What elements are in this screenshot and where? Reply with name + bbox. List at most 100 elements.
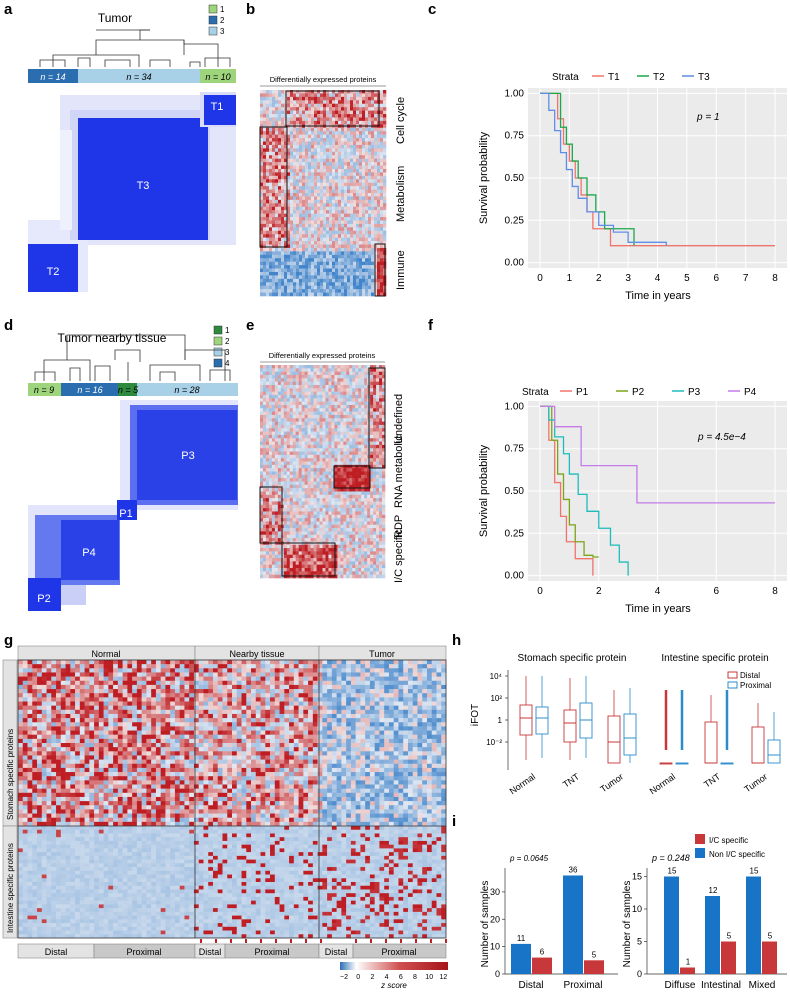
heatmap-cell [343, 378, 347, 382]
heatmap-cell [374, 134, 378, 139]
heatmap-cell [272, 206, 276, 211]
heatmap-cell [326, 196, 330, 201]
heatmap-cell [319, 378, 323, 382]
heatmap-cell [383, 179, 387, 183]
dendrogram-branch [114, 349, 141, 362]
heatmap-cell [377, 127, 381, 132]
heatmap-cell [337, 498, 341, 502]
heatmap-cell [263, 155, 267, 159]
heatmap-cell [322, 474, 326, 479]
heatmap-cell [283, 494, 288, 499]
heatmap-cell [310, 471, 314, 476]
heatmap-cell [326, 134, 330, 139]
heatmap-cell [346, 365, 350, 369]
heatmap-cell [287, 117, 291, 122]
heatmap-cell [305, 258, 309, 262]
heatmap-cell [277, 508, 282, 512]
heatmap-cell [266, 265, 270, 269]
heatmap-cell [311, 107, 315, 111]
heatmap-cell [286, 438, 291, 442]
heatmap-cell [332, 103, 336, 108]
heatmap-cell [335, 158, 339, 163]
heatmap-cell [307, 394, 311, 399]
heatmap-cell [290, 90, 294, 94]
heatmap-cell [377, 138, 381, 142]
heatmap-cell [296, 206, 300, 211]
heatmap-cell [371, 237, 375, 242]
heatmap-cell [272, 265, 276, 269]
heatmap-cell [346, 528, 350, 532]
heatmap-cell [371, 168, 375, 173]
heatmap-cell [296, 141, 300, 146]
heatmap-cell [350, 165, 354, 170]
heatmap-cell [302, 268, 306, 273]
heatmap-cell [341, 210, 345, 214]
heatmap-cell [332, 162, 336, 166]
heatmap-cell [317, 127, 321, 132]
heatmap-cell [317, 110, 321, 115]
heatmap-cell [326, 220, 330, 225]
heatmap-cell [358, 451, 362, 456]
heatmap-cell [278, 179, 282, 183]
heatmap-cell [305, 292, 309, 297]
heatmap-cell [308, 282, 312, 286]
heatmap-cell [337, 448, 341, 452]
heatmap-cell [343, 441, 347, 446]
heatmap-cell [337, 511, 341, 516]
heatmap-cell [323, 90, 327, 94]
heatmap-cell [310, 404, 314, 409]
heatmap-cell [281, 165, 285, 170]
heatmap-cell [304, 488, 308, 492]
heatmap-cell [358, 374, 362, 379]
heatmap-cell [308, 138, 312, 142]
heatmap-cell [356, 227, 360, 232]
heatmap-cell [319, 474, 323, 479]
heatmap-cell [284, 275, 288, 280]
heatmap-cell [358, 474, 362, 479]
heatmap-cell [325, 491, 329, 496]
heatmap-cell [323, 120, 327, 125]
heatmap-cell [275, 141, 279, 146]
heatmap-cell [260, 138, 264, 142]
heatmap-cell [350, 282, 354, 286]
heatmap-cell [313, 508, 317, 512]
heatmap-cell [286, 474, 291, 479]
heatmap-cell [296, 230, 300, 235]
heatmap-cell [271, 424, 276, 429]
heatmap-cell [323, 114, 327, 118]
heatmap-cell [365, 230, 369, 235]
heatmap-cell [379, 451, 383, 456]
heatmap-cell [289, 461, 294, 466]
heatmap-cell [281, 120, 285, 125]
heatmap-cell [383, 141, 387, 146]
heatmap-cell [353, 275, 357, 280]
heatmap-cell [344, 107, 348, 111]
heatmap-cell [292, 424, 297, 429]
heatmap-cell [331, 518, 335, 522]
heatmap-cell [373, 431, 377, 436]
heatmap-cell [371, 227, 375, 232]
heatmap-cell [308, 210, 312, 214]
heatmap-cell [365, 282, 369, 286]
heatmap-cell [314, 90, 318, 94]
heatmap-cell [374, 117, 378, 122]
heatmap-cell [301, 494, 305, 499]
heatmap-cell [380, 175, 384, 180]
heatmap-cell [296, 96, 300, 101]
heatmap-cell [310, 384, 314, 389]
heatmap-cell [299, 103, 303, 108]
heatmap-cell [338, 90, 342, 94]
heatmap-cell [310, 414, 314, 419]
heatmap-cell [295, 534, 299, 539]
heatmap-cell [305, 155, 309, 159]
heatmap-cell [368, 172, 372, 177]
heatmap-cell [328, 411, 332, 416]
heatmap-cell [298, 365, 302, 369]
heatmap-cell [299, 148, 303, 153]
heatmap-cell [359, 165, 363, 170]
heatmap-cell [368, 131, 372, 135]
heatmap-cell [340, 394, 344, 399]
heatmap-cell [292, 481, 297, 486]
heatmap-cell [329, 261, 333, 266]
heatmap-cell [304, 531, 308, 536]
